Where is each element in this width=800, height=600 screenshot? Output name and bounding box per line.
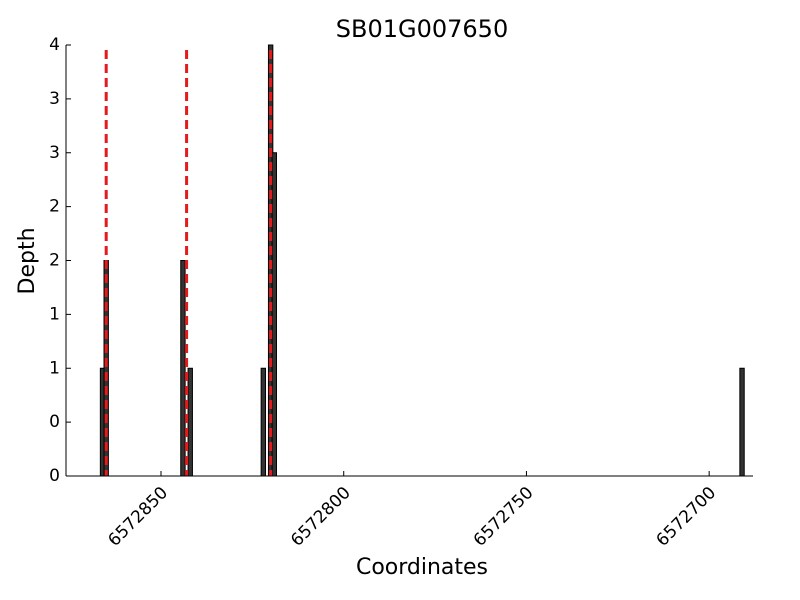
y-tick-label: 3 bbox=[49, 89, 60, 109]
x-axis-label: Coordinates bbox=[356, 555, 488, 580]
x-tick-label: 6572700 bbox=[653, 483, 721, 551]
y-tick-label: 1 bbox=[49, 358, 60, 378]
bar bbox=[180, 260, 186, 477]
y-tick-label: 3 bbox=[49, 143, 60, 163]
bar bbox=[739, 367, 745, 477]
x-tick-label: 6572850 bbox=[104, 483, 172, 551]
bar bbox=[260, 367, 267, 477]
y-tick-label: 1 bbox=[49, 304, 60, 324]
bar bbox=[271, 152, 277, 477]
y-tick-label: 2 bbox=[49, 197, 60, 217]
chart-title: SB01G007650 bbox=[336, 15, 508, 43]
x-tick-label: 6572750 bbox=[470, 483, 538, 551]
x-tick-label: 6572800 bbox=[287, 483, 355, 551]
y-tick-label: 4 bbox=[49, 35, 60, 55]
y-tick-label: 2 bbox=[49, 251, 60, 271]
bar bbox=[187, 367, 193, 477]
y-axis-label: Depth bbox=[15, 227, 40, 294]
y-tick-label: 0 bbox=[49, 412, 60, 432]
y-tick-label: 0 bbox=[49, 466, 60, 486]
